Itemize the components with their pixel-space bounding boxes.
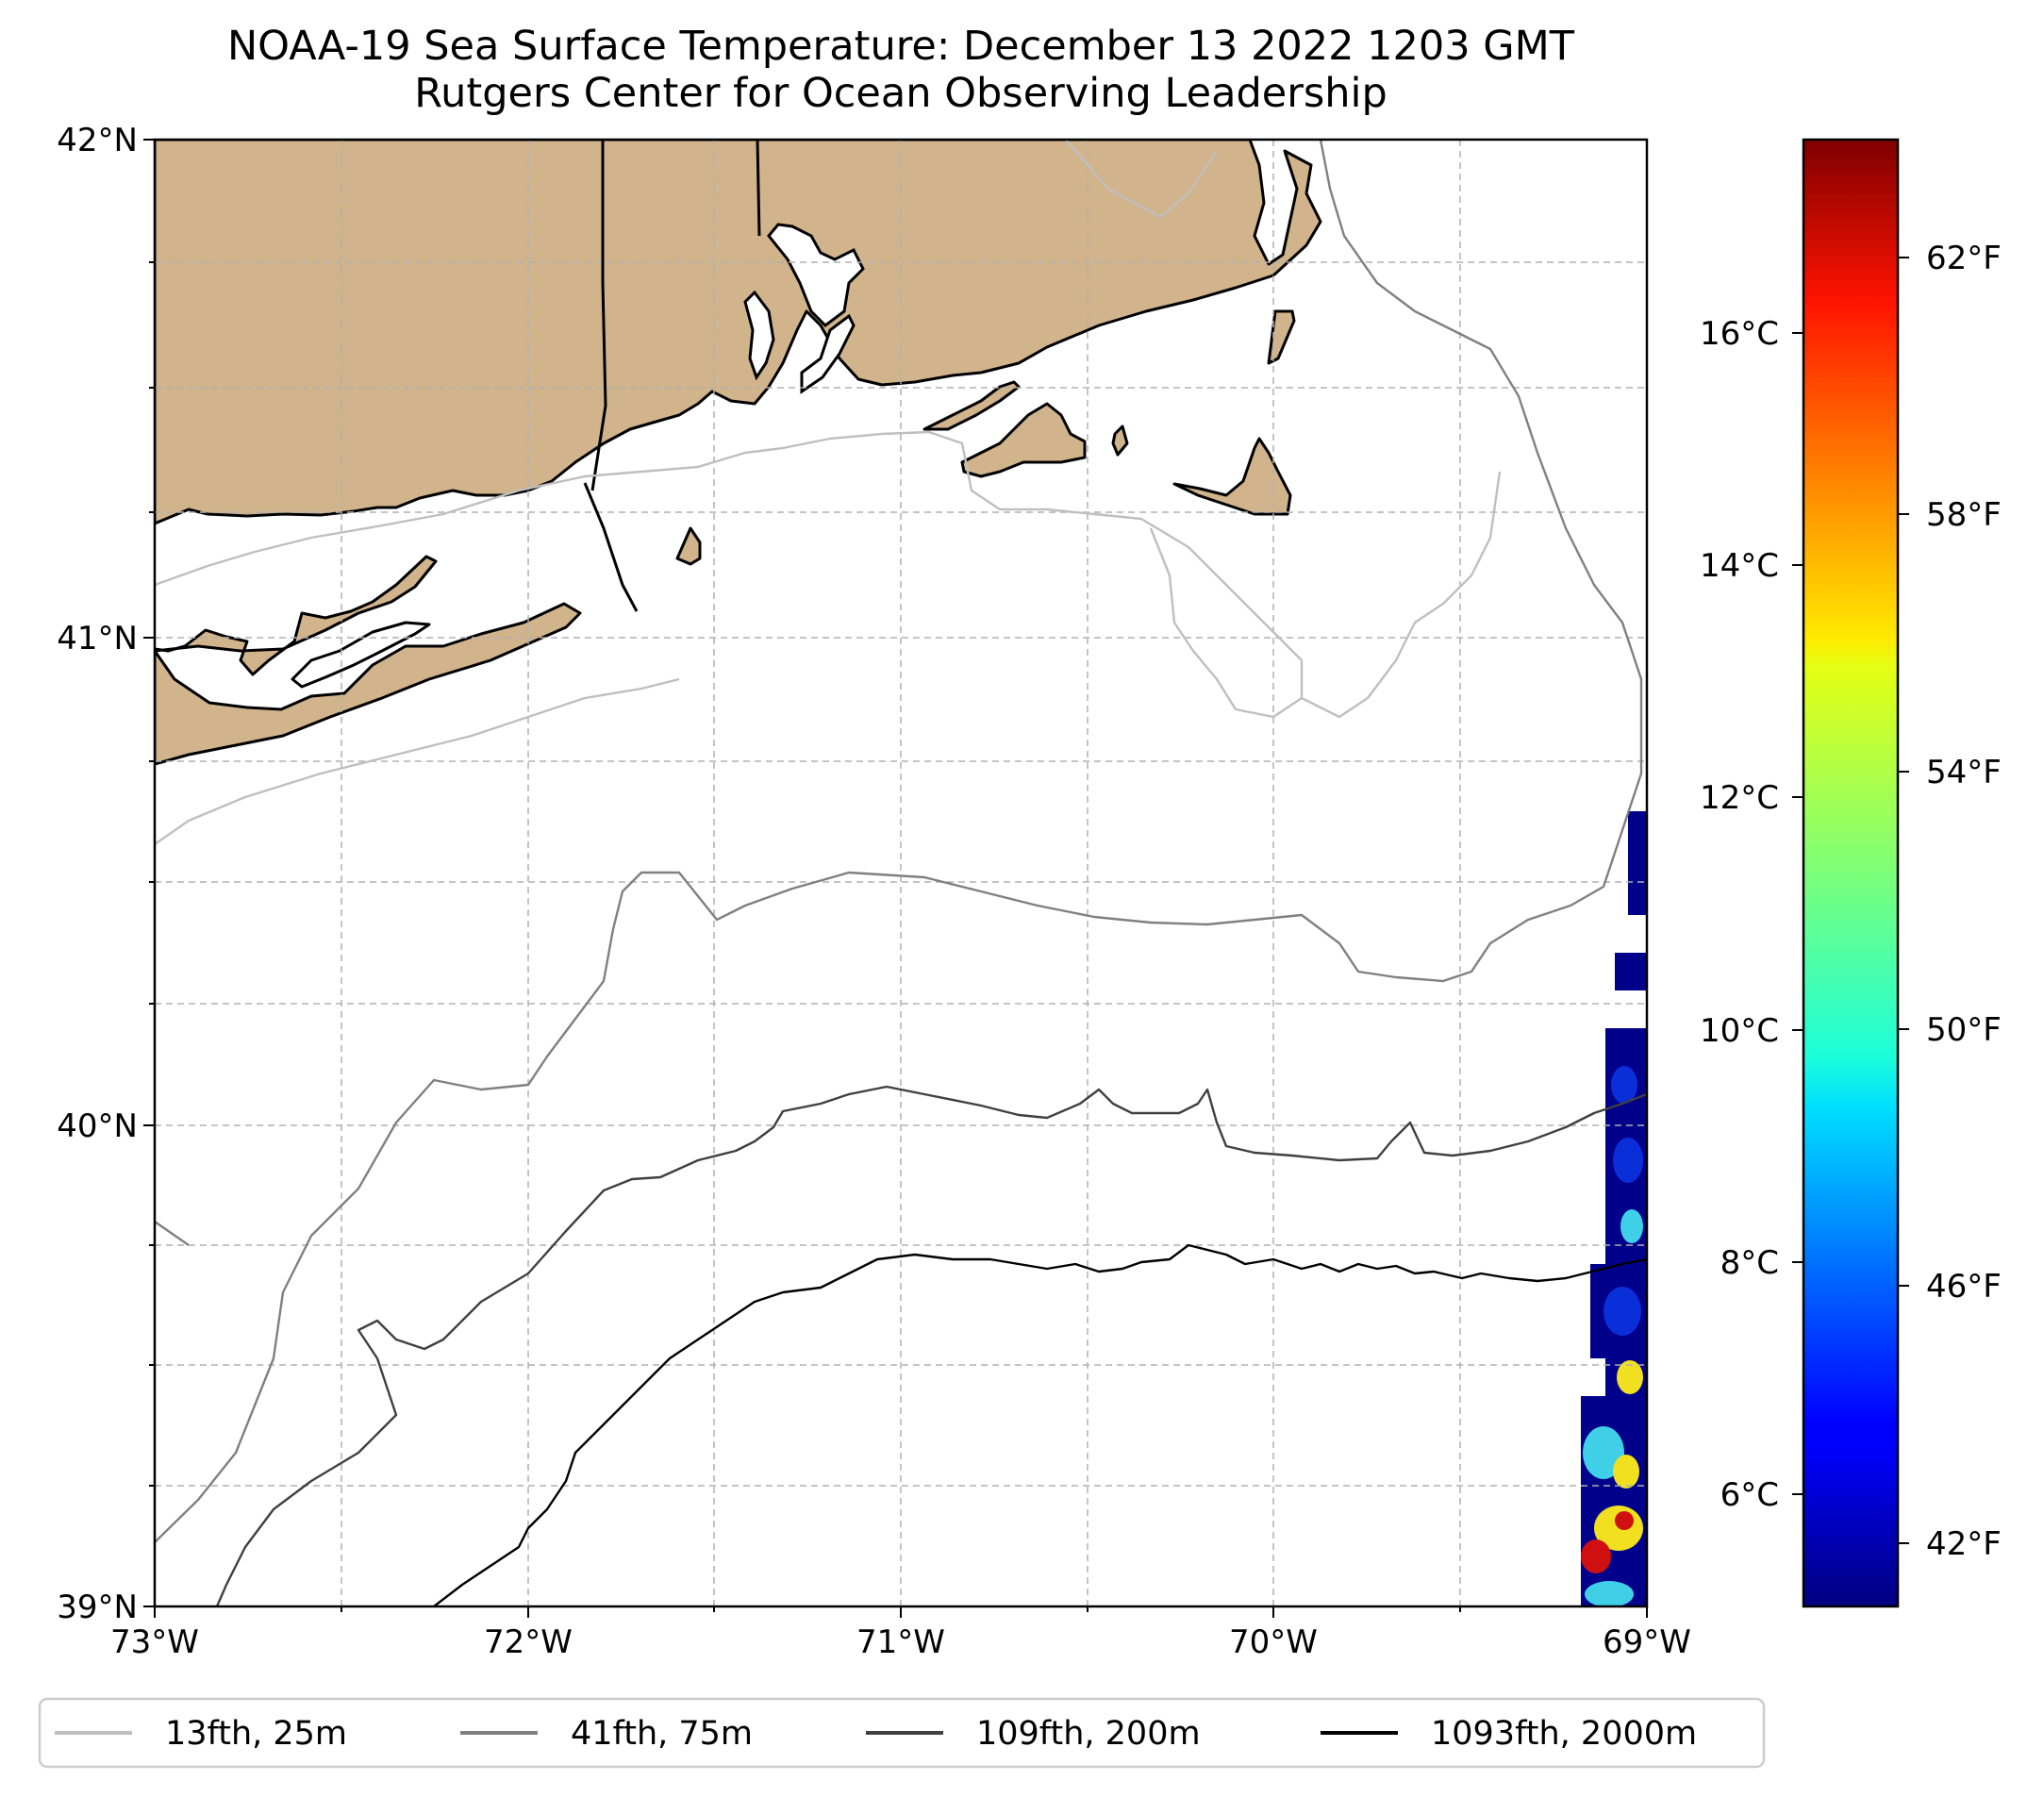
lat-labels: 42°N 41°N 40°N 39°N: [57, 122, 138, 1626]
lon-label-72: 72°W: [484, 1623, 573, 1661]
contour-200m: [215, 1085, 1647, 1606]
colorbar-c-14: 14°C: [1700, 547, 1779, 585]
bathymetry-contours: [155, 140, 1647, 1606]
colorbar-f-62: 62°F: [1926, 240, 2002, 277]
colorbar-c-8: 8°C: [1720, 1244, 1779, 1282]
colorbar-f-50: 50°F: [1926, 1011, 2002, 1049]
colorbar-gradient: [1802, 138, 1900, 1608]
legend: 13fth, 25m 41fth, 75m 109fth, 200m 1093f…: [38, 1697, 1766, 1769]
colorbar-ticks: [1792, 257, 1909, 1544]
legend-item-200m: 109fth, 200m: [866, 1715, 1201, 1753]
lat-label-42: 42°N: [57, 122, 138, 159]
sst-swath: [1581, 811, 1647, 1606]
land-cape-tip: [1267, 309, 1296, 365]
colorbar-f-42: 42°F: [1926, 1525, 2002, 1563]
land-elizabeth-islands: [922, 380, 1021, 431]
legend-item-2000m: 1093fth, 2000m: [1321, 1715, 1697, 1753]
contour-2000m: [433, 1243, 1647, 1606]
land-block-island: [675, 526, 702, 566]
narragansett-bay: [743, 223, 865, 394]
lon-labels: 73°W 72°W 71°W 70°W 69°W: [110, 1623, 1691, 1661]
lon-label-70: 70°W: [1229, 1623, 1318, 1661]
land-marthas-vineyard: [960, 402, 1087, 478]
contour-75m: [155, 140, 1643, 1543]
colorbar-f-54: 54°F: [1926, 754, 2002, 791]
axis-ticks: [143, 139, 1648, 1618]
map-title: NOAA-19 Sea Surface Temperature: Decembe…: [155, 23, 1647, 117]
legend-item-25m: 13fth, 25m: [55, 1715, 347, 1753]
colorbar-c-16: 16°C: [1700, 315, 1779, 353]
lat-label-39: 39°N: [57, 1589, 138, 1626]
lat-label-41: 41°N: [57, 620, 138, 657]
land-muskeget: [1111, 424, 1129, 457]
lon-label-71: 71°W: [856, 1623, 945, 1661]
colorbar-c-12: 12°C: [1700, 779, 1779, 817]
title-line-1: NOAA-19 Sea Surface Temperature: Decembe…: [227, 23, 1574, 70]
colorbar-c-10: 10°C: [1700, 1012, 1779, 1050]
land: [155, 140, 1322, 766]
colorbar-f-58: 58°F: [1926, 496, 2002, 534]
land-long-island: [155, 555, 582, 766]
legend-label-25m: 13fth, 25m: [165, 1715, 347, 1753]
legend-label-200m: 109fth, 200m: [976, 1715, 1201, 1753]
lat-label-40: 40°N: [57, 1107, 138, 1145]
legend-item-75m: 41fth, 75m: [460, 1715, 753, 1753]
legend-label-2000m: 1093fth, 2000m: [1431, 1715, 1697, 1753]
land-long-island-fork: [291, 621, 431, 689]
land-connecticut-rhode-island-massachusetts: [155, 140, 1322, 525]
lon-label-73: 73°W: [110, 1623, 199, 1661]
title-line-2: Rutgers Center for Ocean Observing Leade…: [414, 70, 1388, 117]
colorbar: 62°F 58°F 54°F 50°F 46°F 42°F 16°C 14°C …: [1700, 138, 2002, 1608]
state-borders: [583, 140, 761, 612]
contour-25m: [155, 140, 1502, 845]
colorbar-f-46: 46°F: [1926, 1268, 2002, 1306]
legend-label-75m: 41fth, 75m: [571, 1715, 753, 1753]
colorbar-c-6: 6°C: [1720, 1476, 1779, 1514]
lon-label-69: 69°W: [1603, 1623, 1691, 1661]
